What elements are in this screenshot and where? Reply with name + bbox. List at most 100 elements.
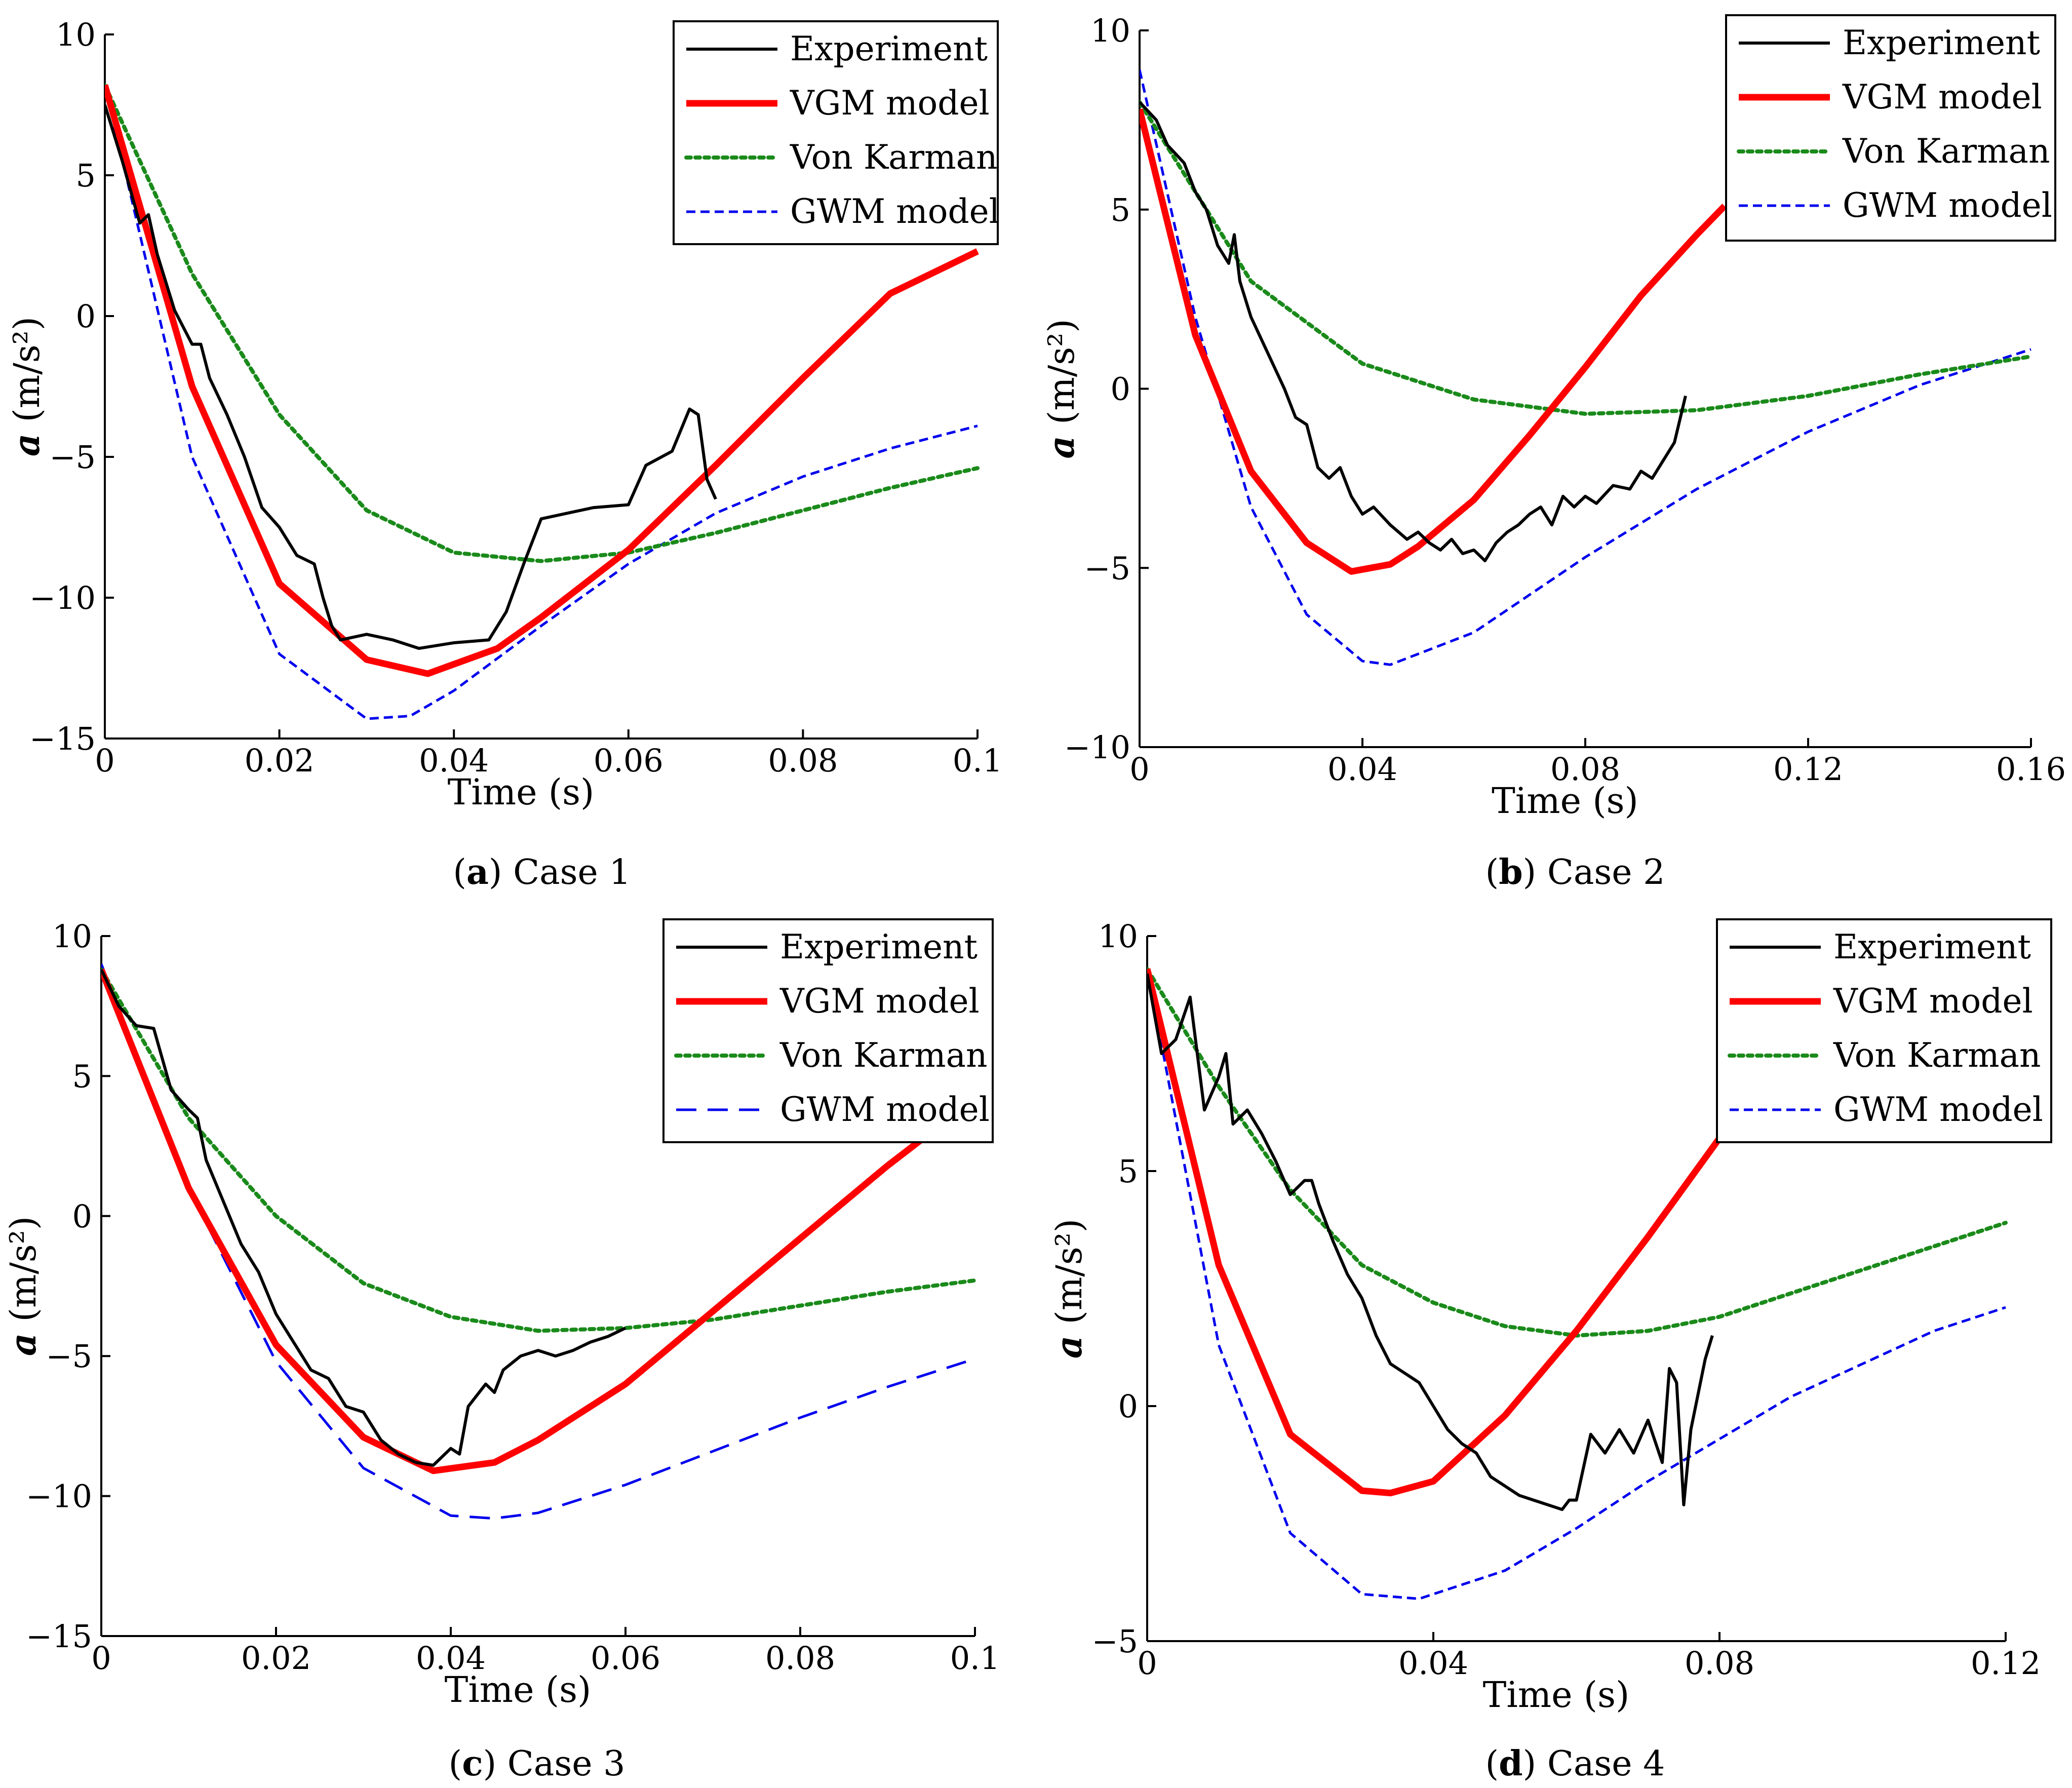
legend-box	[673, 20, 999, 245]
y-axis-symbol: a	[2, 1333, 44, 1356]
series-line-experiment	[1140, 101, 1687, 563]
x-tick-label: 0	[1129, 751, 1149, 788]
series-line-gwm-model	[105, 85, 978, 720]
legend-label-experiment: Experiment	[790, 29, 988, 68]
series-line-gwm-model	[1140, 69, 2031, 666]
x-tick-label: 0.04	[419, 742, 489, 779]
y-axis-label: a (m/s²)	[2, 1216, 44, 1356]
y-tick-label: 10	[56, 16, 96, 53]
x-tick-label: 0.08	[765, 1640, 835, 1677]
legend-box	[662, 918, 994, 1143]
caption-case-2: (b) Case 2	[1485, 852, 1665, 892]
y-axis-unit: (m/s²)	[1041, 319, 1082, 436]
caption-case-3: (c) Case 3	[449, 1743, 625, 1784]
y-tick-label: 5	[72, 1058, 92, 1095]
x-tick-label: 0.06	[591, 1640, 660, 1677]
legend-label-experiment: Experiment	[780, 927, 978, 966]
y-tick-label: −15	[29, 720, 96, 757]
legend-box	[1716, 918, 2052, 1143]
y-tick-label: −10	[26, 1478, 92, 1515]
legend-box	[1725, 14, 2056, 242]
y-tick-label: 5	[1111, 191, 1130, 228]
x-tick-label: 0.1	[953, 742, 1003, 779]
plot-area-case-3: 0 0.02 0.04 0.06 0.08 0.1 −15 −10 −5 0 5 10 Time (s)…	[2, 918, 1000, 1711]
x-tick-label: 0.08	[1685, 1645, 1754, 1682]
series-line-gwm-model	[101, 963, 975, 1520]
legend-label-vgm-model: VGM model	[779, 982, 980, 1021]
series-line-experiment	[105, 104, 717, 650]
y-tick-label: −5	[50, 439, 96, 476]
y-tick-label: 0	[72, 1198, 92, 1235]
chart-case-1: 0 0.02 0.04 0.06 0.08 0.1 −15 −10 −5 0 5 10 Time (s)…	[6, 16, 1002, 892]
x-tick-label: 0.04	[1398, 1645, 1468, 1682]
series-line-vgm-model	[1140, 108, 1727, 575]
y-tick-label: 0	[76, 298, 96, 335]
y-axis-unit: (m/s²)	[3, 1216, 44, 1333]
series-line-experiment	[101, 969, 627, 1467]
legend-label-gwm-model: GWM model	[790, 192, 1000, 231]
legend-label-experiment: Experiment	[1833, 927, 2031, 966]
series-line-von-karman	[101, 967, 977, 1333]
y-axis-label: a (m/s²)	[6, 317, 48, 456]
y-axis-label: a (m/s²)	[1040, 319, 1082, 458]
y-axis-symbol: a	[6, 434, 48, 456]
y-tick-label: −10	[29, 579, 96, 616]
x-tick-label: 0.16	[1996, 751, 2066, 788]
x-tick-label: 0.08	[1550, 751, 1620, 788]
y-tick-label: −5	[46, 1338, 92, 1375]
y-tick-label: −15	[26, 1618, 92, 1655]
y-axis-unit: (m/s²)	[6, 317, 48, 434]
series-line-von-karman	[1140, 100, 2033, 416]
y-tick-label: 10	[1090, 12, 1130, 49]
x-axis-label: Time (s)	[1483, 1674, 1630, 1716]
caption-case-1: (a) Case 1	[453, 852, 631, 892]
x-tick-label: 0.02	[241, 1640, 311, 1677]
chart-case-3: 0 0.02 0.04 0.06 0.08 0.1 −15 −10 −5 0 5 10 Time (s)…	[2, 918, 1000, 1784]
legend-label-experiment: Experiment	[1843, 23, 2040, 62]
x-tick-label: 0	[91, 1640, 111, 1677]
series-line-vgm-model	[1147, 968, 1723, 1497]
chart-case-2: 0 0.04 0.08 0.12 0.16 −10 −5 0 5 10 Time (s) a (m/s…	[1040, 12, 2066, 892]
y-tick-label: 0	[1118, 1388, 1138, 1425]
series-line-von-karman	[105, 83, 980, 563]
plot-area-case-1: 0 0.02 0.04 0.06 0.08 0.1 −15 −10 −5 0 5 10 Time (s)…	[6, 16, 1002, 813]
legend-case-3: Experiment VGM model Von Karman GWM model	[662, 918, 994, 1143]
legend-label-gwm-model: GWM model	[1843, 186, 2052, 225]
series-group	[1147, 967, 2008, 1600]
y-tick-label: 5	[76, 157, 96, 194]
legend-case-2: Experiment VGM model Von Karman GWM model	[1725, 14, 2056, 242]
legend-label-von-karman: Von Karman	[1842, 132, 2050, 171]
legend-label-von-karman: Von Karman	[779, 1036, 987, 1075]
x-tick-label: 0	[1137, 1645, 1157, 1682]
series-line-gwm-model	[1147, 968, 2006, 1600]
y-axis-label: a (m/s²)	[1048, 1219, 1090, 1358]
y-tick-label: −5	[1092, 1623, 1138, 1660]
y-tick-label: −5	[1084, 550, 1130, 587]
legend-label-vgm-model: VGM model	[1833, 982, 2033, 1021]
series-group	[1140, 69, 2033, 666]
legend-label-gwm-model: GWM model	[780, 1090, 990, 1129]
y-axis-symbol: a	[1048, 1336, 1090, 1358]
x-axis-label: Time (s)	[445, 1669, 592, 1711]
x-tick-label: 0.08	[768, 742, 838, 779]
x-tick-label: 0.04	[1327, 751, 1397, 788]
x-axis-label: Time (s)	[448, 771, 595, 813]
y-tick-label: 10	[52, 918, 92, 955]
legend-case-4: Experiment VGM model Von Karman GWM model	[1716, 918, 2052, 1143]
y-axis-symbol: a	[1040, 436, 1082, 458]
y-tick-label: 0	[1111, 371, 1130, 408]
legend-label-von-karman: Von Karman	[790, 138, 997, 177]
series-group	[105, 83, 980, 720]
y-tick-label: 10	[1098, 918, 1138, 955]
x-tick-label: 0.12	[1971, 1645, 2041, 1682]
x-axis-label: Time (s)	[1492, 780, 1638, 822]
legend-case-1: Experiment VGM model Von Karman GWM model	[673, 20, 1000, 245]
caption-case-4: (d) Case 4	[1485, 1743, 1665, 1784]
series-line-vgm-model	[101, 968, 977, 1474]
y-tick-label: 5	[1118, 1153, 1138, 1190]
x-tick-label: 0.02	[245, 742, 315, 779]
legend-label-vgm-model: VGM model	[1842, 77, 2042, 116]
